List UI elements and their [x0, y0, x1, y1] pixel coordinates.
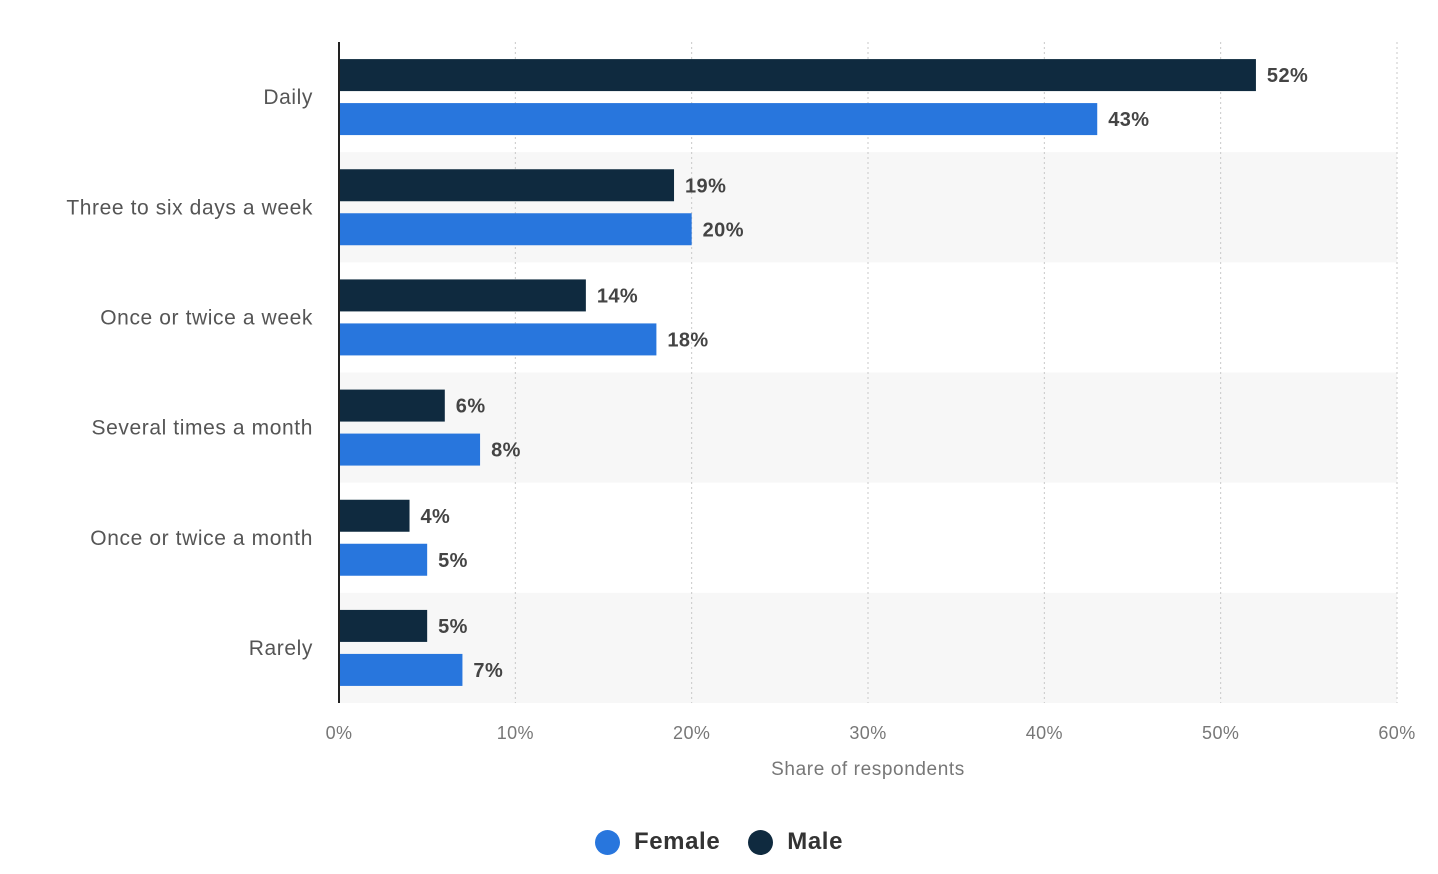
bar-female[interactable] — [339, 433, 481, 466]
legend-male-label: Male — [787, 828, 844, 855]
data-label-female: 20% — [703, 219, 744, 241]
category-label: Once or twice a month — [90, 527, 313, 550]
category-label: Rarely — [249, 637, 313, 660]
data-label-male: 6% — [456, 396, 486, 418]
bar-female[interactable] — [339, 213, 692, 246]
data-label-female: 5% — [438, 550, 468, 572]
bar-male[interactable] — [339, 389, 445, 422]
category-label: Several times a month — [91, 417, 313, 440]
data-label-female: 8% — [491, 440, 521, 462]
x-tick-label: 40% — [1026, 723, 1063, 743]
bar-male[interactable] — [339, 169, 675, 202]
category-label: Three to six days a week — [66, 196, 313, 219]
bar-female[interactable] — [339, 323, 657, 356]
x-tick-label: 20% — [673, 723, 710, 743]
x-tick-label: 10% — [497, 723, 534, 743]
data-label-female: 43% — [1108, 109, 1149, 131]
x-tick-label: 50% — [1202, 723, 1239, 743]
data-label-male: 4% — [421, 506, 451, 528]
legend-female-label: Female — [633, 828, 721, 855]
bar-male[interactable] — [339, 279, 586, 312]
legend-male-swatch-icon — [748, 829, 774, 855]
x-tick-label: 0% — [326, 723, 353, 743]
bar-male[interactable] — [339, 59, 1256, 92]
x-axis-title: Share of respondents — [771, 759, 965, 780]
data-label-male: 5% — [438, 616, 468, 638]
data-label-male: 19% — [685, 175, 726, 197]
legend-item-male[interactable]: Male — [748, 828, 843, 856]
data-label-male: 14% — [597, 285, 638, 307]
data-label-female: 18% — [667, 329, 708, 351]
category-label: Once or twice a week — [100, 306, 313, 329]
x-tick-label: 30% — [849, 723, 886, 743]
bar-female[interactable] — [339, 103, 1098, 136]
bar-male[interactable] — [339, 499, 410, 532]
legend-item-female[interactable]: Female — [594, 828, 721, 856]
legend-female-swatch-icon — [594, 829, 620, 855]
x-tick-label: 60% — [1378, 723, 1415, 743]
data-label-female: 7% — [473, 660, 503, 682]
data-label-male: 52% — [1267, 65, 1308, 87]
category-label: Daily — [263, 86, 313, 109]
bar-female[interactable] — [339, 543, 428, 576]
bar-male[interactable] — [339, 609, 428, 642]
bar-female[interactable] — [339, 653, 463, 686]
chart-legend: Female Male — [0, 828, 1438, 856]
